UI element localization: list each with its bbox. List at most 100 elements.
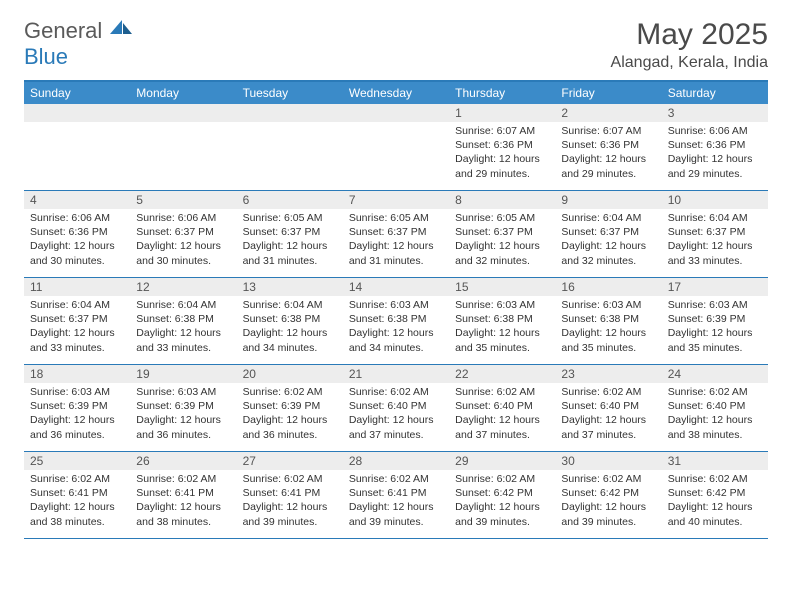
- day-details: Sunrise: 6:02 AMSunset: 6:40 PMDaylight:…: [343, 383, 449, 446]
- sunrise-line: Sunrise: 6:02 AM: [668, 385, 762, 399]
- day-number: 20: [237, 365, 343, 383]
- day-details: Sunrise: 6:02 AMSunset: 6:39 PMDaylight:…: [237, 383, 343, 446]
- sunrise-line: Sunrise: 6:05 AM: [243, 211, 337, 225]
- day-number: 16: [555, 278, 661, 296]
- calendar-day-cell: 1Sunrise: 6:07 AMSunset: 6:36 PMDaylight…: [449, 104, 555, 190]
- day-number: 28: [343, 452, 449, 470]
- weekday-header: Wednesday: [343, 82, 449, 104]
- day-details: Sunrise: 6:07 AMSunset: 6:36 PMDaylight:…: [555, 122, 661, 185]
- calendar-day-cell: 27Sunrise: 6:02 AMSunset: 6:41 PMDayligh…: [237, 452, 343, 538]
- header: General Blue May 2025 Alangad, Kerala, I…: [24, 18, 768, 72]
- calendar-day-cell: 20Sunrise: 6:02 AMSunset: 6:39 PMDayligh…: [237, 365, 343, 451]
- calendar-day-cell: [130, 104, 236, 190]
- day-details: Sunrise: 6:03 AMSunset: 6:39 PMDaylight:…: [662, 296, 768, 359]
- day-details: Sunrise: 6:02 AMSunset: 6:42 PMDaylight:…: [555, 470, 661, 533]
- day-details: Sunrise: 6:04 AMSunset: 6:37 PMDaylight:…: [555, 209, 661, 272]
- day-number: 14: [343, 278, 449, 296]
- day-number: 17: [662, 278, 768, 296]
- day-details: Sunrise: 6:03 AMSunset: 6:39 PMDaylight:…: [24, 383, 130, 446]
- sunset-line: Sunset: 6:40 PM: [349, 399, 443, 413]
- sunrise-line: Sunrise: 6:04 AM: [136, 298, 230, 312]
- daylight-line: Daylight: 12 hours and 36 minutes.: [30, 413, 124, 441]
- sunrise-line: Sunrise: 6:03 AM: [668, 298, 762, 312]
- sunset-line: Sunset: 6:38 PM: [349, 312, 443, 326]
- day-number: 9: [555, 191, 661, 209]
- sunset-line: Sunset: 6:40 PM: [668, 399, 762, 413]
- sunrise-line: Sunrise: 6:02 AM: [349, 385, 443, 399]
- logo-sail-icon: [110, 20, 132, 38]
- daylight-line: Daylight: 12 hours and 36 minutes.: [243, 413, 337, 441]
- day-details: Sunrise: 6:04 AMSunset: 6:38 PMDaylight:…: [130, 296, 236, 359]
- calendar-day-cell: 7Sunrise: 6:05 AMSunset: 6:37 PMDaylight…: [343, 191, 449, 277]
- calendar-day-cell: 9Sunrise: 6:04 AMSunset: 6:37 PMDaylight…: [555, 191, 661, 277]
- sunrise-line: Sunrise: 6:02 AM: [561, 385, 655, 399]
- day-details: Sunrise: 6:02 AMSunset: 6:42 PMDaylight:…: [449, 470, 555, 533]
- day-number: 27: [237, 452, 343, 470]
- calendar-day-cell: 17Sunrise: 6:03 AMSunset: 6:39 PMDayligh…: [662, 278, 768, 364]
- weekday-header: Thursday: [449, 82, 555, 104]
- sunrise-line: Sunrise: 6:04 AM: [243, 298, 337, 312]
- day-number: 8: [449, 191, 555, 209]
- day-details: Sunrise: 6:05 AMSunset: 6:37 PMDaylight:…: [343, 209, 449, 272]
- sunset-line: Sunset: 6:37 PM: [136, 225, 230, 239]
- calendar-day-cell: 4Sunrise: 6:06 AMSunset: 6:36 PMDaylight…: [24, 191, 130, 277]
- day-details: Sunrise: 6:03 AMSunset: 6:39 PMDaylight:…: [130, 383, 236, 446]
- daylight-line: Daylight: 12 hours and 31 minutes.: [243, 239, 337, 267]
- daylight-line: Daylight: 12 hours and 37 minutes.: [455, 413, 549, 441]
- calendar-day-cell: 25Sunrise: 6:02 AMSunset: 6:41 PMDayligh…: [24, 452, 130, 538]
- weekday-header-row: SundayMondayTuesdayWednesdayThursdayFrid…: [24, 82, 768, 104]
- calendar-day-cell: 30Sunrise: 6:02 AMSunset: 6:42 PMDayligh…: [555, 452, 661, 538]
- sunrise-line: Sunrise: 6:02 AM: [455, 385, 549, 399]
- day-details: Sunrise: 6:04 AMSunset: 6:37 PMDaylight:…: [662, 209, 768, 272]
- day-details: Sunrise: 6:06 AMSunset: 6:36 PMDaylight:…: [662, 122, 768, 185]
- daylight-line: Daylight: 12 hours and 32 minutes.: [455, 239, 549, 267]
- sunrise-line: Sunrise: 6:02 AM: [243, 385, 337, 399]
- calendar-day-cell: 5Sunrise: 6:06 AMSunset: 6:37 PMDaylight…: [130, 191, 236, 277]
- day-number: [237, 104, 343, 122]
- day-details: Sunrise: 6:06 AMSunset: 6:37 PMDaylight:…: [130, 209, 236, 272]
- sunrise-line: Sunrise: 6:03 AM: [349, 298, 443, 312]
- day-details: Sunrise: 6:02 AMSunset: 6:41 PMDaylight:…: [24, 470, 130, 533]
- calendar-day-cell: [24, 104, 130, 190]
- day-number: 29: [449, 452, 555, 470]
- sunset-line: Sunset: 6:40 PM: [561, 399, 655, 413]
- daylight-line: Daylight: 12 hours and 37 minutes.: [561, 413, 655, 441]
- daylight-line: Daylight: 12 hours and 39 minutes.: [455, 500, 549, 528]
- calendar-day-cell: 29Sunrise: 6:02 AMSunset: 6:42 PMDayligh…: [449, 452, 555, 538]
- day-number: 3: [662, 104, 768, 122]
- day-number: 12: [130, 278, 236, 296]
- daylight-line: Daylight: 12 hours and 35 minutes.: [455, 326, 549, 354]
- day-number: 25: [24, 452, 130, 470]
- calendar-week-row: 4Sunrise: 6:06 AMSunset: 6:36 PMDaylight…: [24, 191, 768, 278]
- calendar-day-cell: 28Sunrise: 6:02 AMSunset: 6:41 PMDayligh…: [343, 452, 449, 538]
- sunset-line: Sunset: 6:37 PM: [455, 225, 549, 239]
- sunset-line: Sunset: 6:41 PM: [349, 486, 443, 500]
- daylight-line: Daylight: 12 hours and 30 minutes.: [30, 239, 124, 267]
- sunset-line: Sunset: 6:41 PM: [30, 486, 124, 500]
- day-number: 23: [555, 365, 661, 383]
- calendar-day-cell: 8Sunrise: 6:05 AMSunset: 6:37 PMDaylight…: [449, 191, 555, 277]
- day-number: 11: [24, 278, 130, 296]
- calendar-week-row: 1Sunrise: 6:07 AMSunset: 6:36 PMDaylight…: [24, 104, 768, 191]
- daylight-line: Daylight: 12 hours and 29 minutes.: [561, 152, 655, 180]
- sunrise-line: Sunrise: 6:02 AM: [30, 472, 124, 486]
- calendar: SundayMondayTuesdayWednesdayThursdayFrid…: [24, 80, 768, 539]
- day-details: Sunrise: 6:04 AMSunset: 6:38 PMDaylight:…: [237, 296, 343, 359]
- sunset-line: Sunset: 6:39 PM: [136, 399, 230, 413]
- calendar-week-row: 18Sunrise: 6:03 AMSunset: 6:39 PMDayligh…: [24, 365, 768, 452]
- day-number: 31: [662, 452, 768, 470]
- calendar-day-cell: 10Sunrise: 6:04 AMSunset: 6:37 PMDayligh…: [662, 191, 768, 277]
- day-details: Sunrise: 6:07 AMSunset: 6:36 PMDaylight:…: [449, 122, 555, 185]
- sunset-line: Sunset: 6:39 PM: [243, 399, 337, 413]
- calendar-week-row: 11Sunrise: 6:04 AMSunset: 6:37 PMDayligh…: [24, 278, 768, 365]
- sunset-line: Sunset: 6:37 PM: [668, 225, 762, 239]
- day-details: Sunrise: 6:05 AMSunset: 6:37 PMDaylight:…: [237, 209, 343, 272]
- sunset-line: Sunset: 6:37 PM: [243, 225, 337, 239]
- calendar-day-cell: 31Sunrise: 6:02 AMSunset: 6:42 PMDayligh…: [662, 452, 768, 538]
- calendar-day-cell: 26Sunrise: 6:02 AMSunset: 6:41 PMDayligh…: [130, 452, 236, 538]
- page-title: May 2025: [611, 18, 768, 52]
- location-text: Alangad, Kerala, India: [611, 54, 768, 72]
- sunrise-line: Sunrise: 6:02 AM: [243, 472, 337, 486]
- calendar-day-cell: 15Sunrise: 6:03 AMSunset: 6:38 PMDayligh…: [449, 278, 555, 364]
- day-number: [343, 104, 449, 122]
